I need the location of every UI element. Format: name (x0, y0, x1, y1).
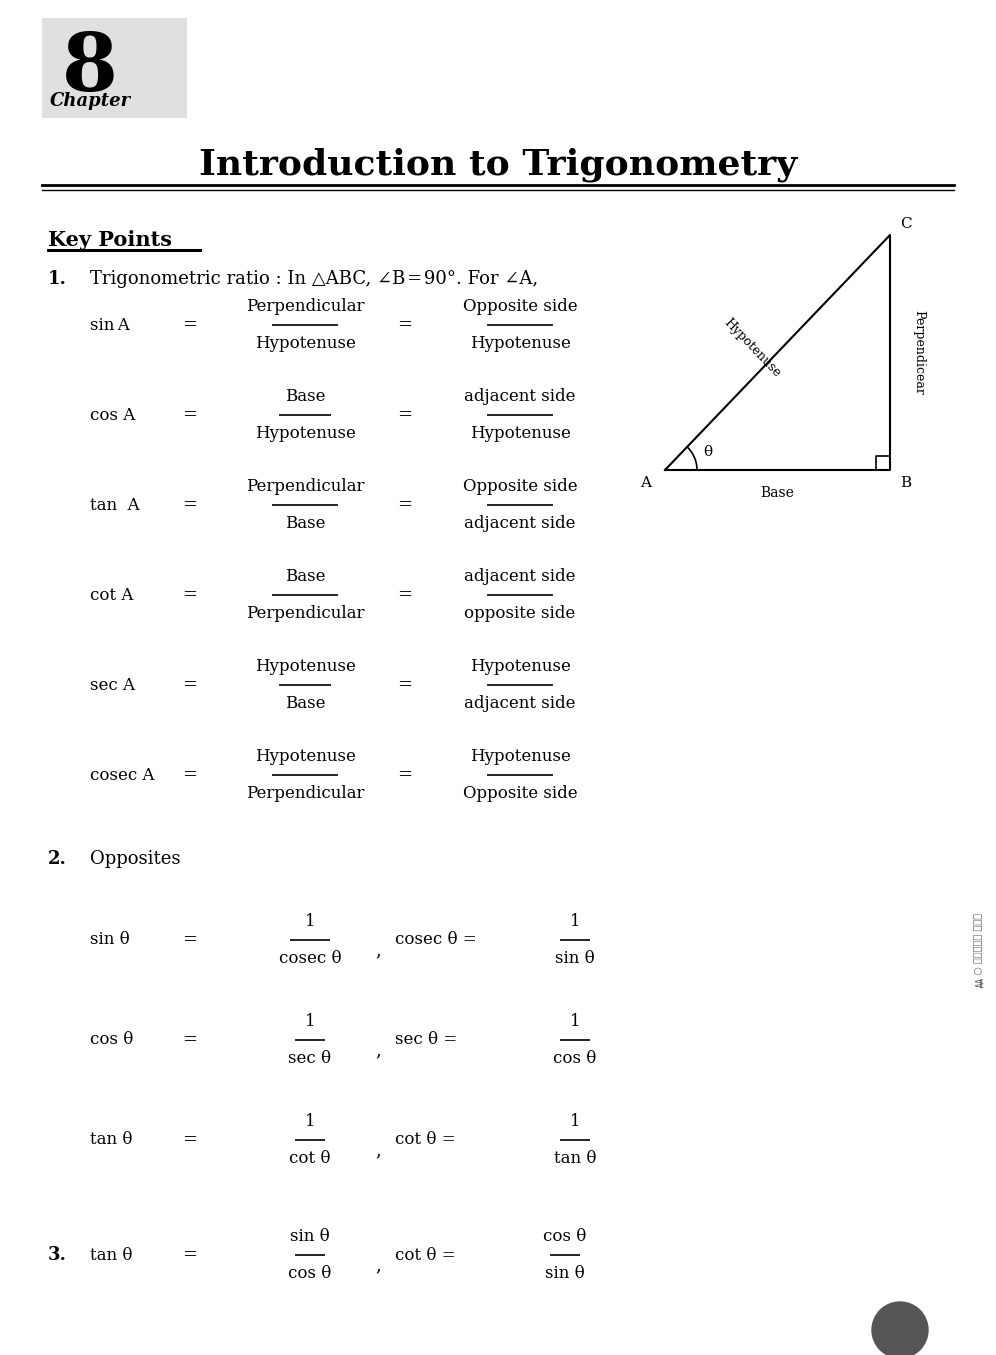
Text: adjacent side: adjacent side (464, 568, 576, 585)
Text: Opposites: Opposites (90, 850, 180, 869)
Text: ,: , (375, 1256, 380, 1274)
Text: 2.: 2. (48, 850, 67, 869)
Text: =: = (182, 406, 197, 424)
Text: Base: Base (285, 388, 326, 405)
Text: 3.: 3. (48, 1247, 67, 1264)
Text: =: = (182, 585, 197, 604)
Text: Base: Base (285, 695, 326, 711)
Text: Key Points: Key Points (48, 230, 172, 251)
Text: tan θ: tan θ (90, 1131, 132, 1149)
Text: =: = (182, 1031, 197, 1049)
Text: =: = (182, 1247, 197, 1264)
Text: =: = (182, 496, 197, 514)
Text: θ: θ (703, 444, 712, 459)
Text: Perpendicular: Perpendicular (246, 604, 365, 622)
Text: tan θ: tan θ (90, 1247, 132, 1263)
Text: cot θ: cot θ (289, 1150, 331, 1167)
Text: cosec θ: cosec θ (279, 950, 342, 967)
Text: cosec A: cosec A (90, 767, 154, 783)
Text: sec θ =: sec θ = (395, 1031, 457, 1049)
Text: cot θ =: cot θ = (395, 1131, 455, 1149)
Text: cos A: cos A (90, 406, 135, 424)
Text: cot A: cot A (90, 587, 133, 603)
Text: Opposite side: Opposite side (463, 785, 578, 802)
Text: Chapter: Chapter (50, 92, 131, 110)
FancyBboxPatch shape (42, 18, 187, 118)
Text: sec θ: sec θ (289, 1050, 332, 1066)
Text: Opposite side: Opposite side (463, 478, 578, 495)
Text: =: = (182, 676, 197, 694)
Text: B: B (900, 476, 911, 491)
Text: ,: , (375, 1041, 380, 1060)
Text: Opposite side: Opposite side (463, 298, 578, 314)
Text: Perpendicular: Perpendicular (246, 785, 365, 802)
Text: Perpendicear: Perpendicear (912, 310, 925, 394)
Text: 1.: 1. (48, 270, 67, 289)
Text: =: = (182, 1131, 197, 1149)
Text: Hypotenuse: Hypotenuse (255, 748, 356, 766)
Text: Hypotenuse: Hypotenuse (255, 659, 356, 675)
Text: cos θ: cos θ (554, 1050, 597, 1066)
Text: cosec θ =: cosec θ = (395, 931, 477, 948)
Text: sin A: sin A (90, 317, 129, 333)
Text: tan θ: tan θ (554, 1150, 597, 1167)
Text: adjacent side: adjacent side (464, 388, 576, 405)
Text: Base: Base (285, 568, 326, 585)
Text: =: = (182, 316, 197, 333)
Text: 1: 1 (570, 1112, 581, 1130)
Text: =: = (397, 496, 412, 514)
Text: =: = (182, 931, 197, 948)
Text: 1: 1 (305, 1112, 316, 1130)
Text: Hypotenuse: Hypotenuse (721, 316, 783, 379)
Text: A: A (640, 476, 651, 491)
Text: cos θ: cos θ (90, 1031, 133, 1049)
Text: adjacent side: adjacent side (464, 695, 576, 711)
Text: =: = (397, 585, 412, 604)
Text: ,: , (375, 940, 380, 959)
Text: 1: 1 (305, 1014, 316, 1030)
Circle shape (872, 1302, 928, 1355)
Text: Hypotenuse: Hypotenuse (255, 425, 356, 442)
Text: ,: , (375, 1141, 380, 1159)
Text: cos θ: cos θ (543, 1228, 587, 1245)
Text: Hypotenuse: Hypotenuse (469, 425, 571, 442)
Text: सरल बिंदु ○ ₩: सरल बिंदु ○ ₩ (973, 913, 983, 988)
Text: =: = (397, 676, 412, 694)
Text: 1: 1 (570, 913, 581, 930)
Text: =: = (397, 766, 412, 785)
Text: cos θ: cos θ (288, 1266, 332, 1282)
Text: cot θ =: cot θ = (395, 1247, 455, 1263)
Text: Introduction to Trigonometry: Introduction to Trigonometry (199, 148, 797, 183)
Text: sin θ: sin θ (90, 931, 129, 948)
Text: Base: Base (761, 486, 795, 500)
Text: sin θ: sin θ (545, 1266, 585, 1282)
Text: Hypotenuse: Hypotenuse (469, 659, 571, 675)
Text: Perpendicular: Perpendicular (246, 478, 365, 495)
Text: 1: 1 (305, 913, 316, 930)
Text: tan  A: tan A (90, 496, 139, 514)
Text: sec A: sec A (90, 676, 135, 694)
Text: adjacent side: adjacent side (464, 515, 576, 533)
Text: Perpendicular: Perpendicular (246, 298, 365, 314)
Text: sin θ: sin θ (290, 1228, 330, 1245)
Text: =: = (397, 406, 412, 424)
Text: C: C (900, 217, 911, 230)
Text: sin θ: sin θ (555, 950, 595, 967)
Text: Hypotenuse: Hypotenuse (255, 335, 356, 352)
Text: Trigonometric ratio : In △ABC, ∠B = 90°. For ∠A,: Trigonometric ratio : In △ABC, ∠B = 90°.… (90, 270, 538, 289)
Text: opposite side: opposite side (464, 604, 576, 622)
Text: =: = (397, 316, 412, 333)
Text: 8: 8 (62, 30, 118, 108)
Text: 1: 1 (570, 1014, 581, 1030)
Text: Hypotenuse: Hypotenuse (469, 748, 571, 766)
Text: Base: Base (285, 515, 326, 533)
Text: =: = (182, 766, 197, 785)
Text: Hypotenuse: Hypotenuse (469, 335, 571, 352)
